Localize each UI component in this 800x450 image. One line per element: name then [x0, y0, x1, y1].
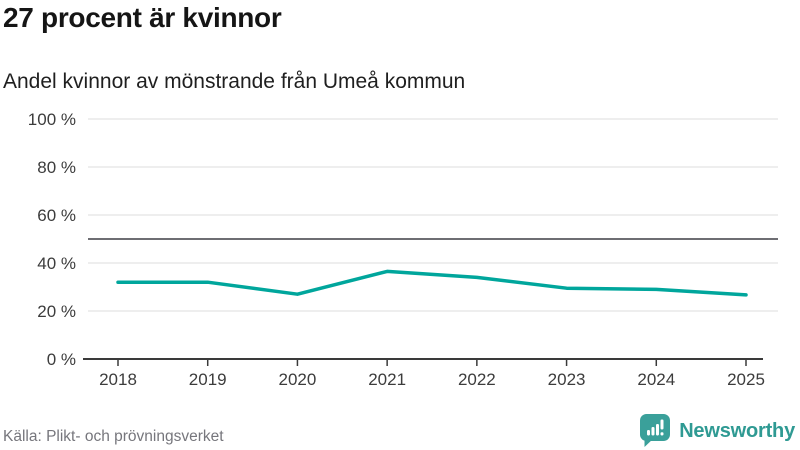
- y-axis-tick-label: 100 %: [28, 110, 76, 129]
- x-axis-tick-label: 2018: [99, 370, 137, 389]
- x-axis-tick-label: 2022: [458, 370, 496, 389]
- y-axis-tick-label: 60 %: [37, 206, 76, 225]
- x-axis-tick-label: 2025: [727, 370, 765, 389]
- x-axis-tick-label: 2019: [189, 370, 227, 389]
- brand-name: Newsworthy: [679, 419, 795, 442]
- y-axis-tick-label: 20 %: [37, 302, 76, 321]
- x-axis-tick-label: 2021: [368, 370, 406, 389]
- y-axis-tick-label: 0 %: [47, 350, 76, 369]
- newsworthy-logo: Newsworthy: [640, 414, 795, 448]
- chart-subtitle: Andel kvinnor av mönstrande från Umeå ko…: [3, 70, 466, 93]
- x-axis-tick-label: 2023: [548, 370, 586, 389]
- chart-title: 27 procent är kvinnor: [3, 2, 282, 33]
- x-axis-tick-label: 2024: [637, 370, 675, 389]
- y-axis-tick-label: 40 %: [37, 254, 76, 273]
- y-axis-tick-label: 80 %: [37, 158, 76, 177]
- source-note: Källa: Plikt- och prövningsverket: [3, 428, 224, 445]
- data-line-andel-kvinnor: [116, 269, 748, 297]
- x-axis-tick-label: 2020: [279, 370, 317, 389]
- newsworthy-icon: [640, 414, 671, 447]
